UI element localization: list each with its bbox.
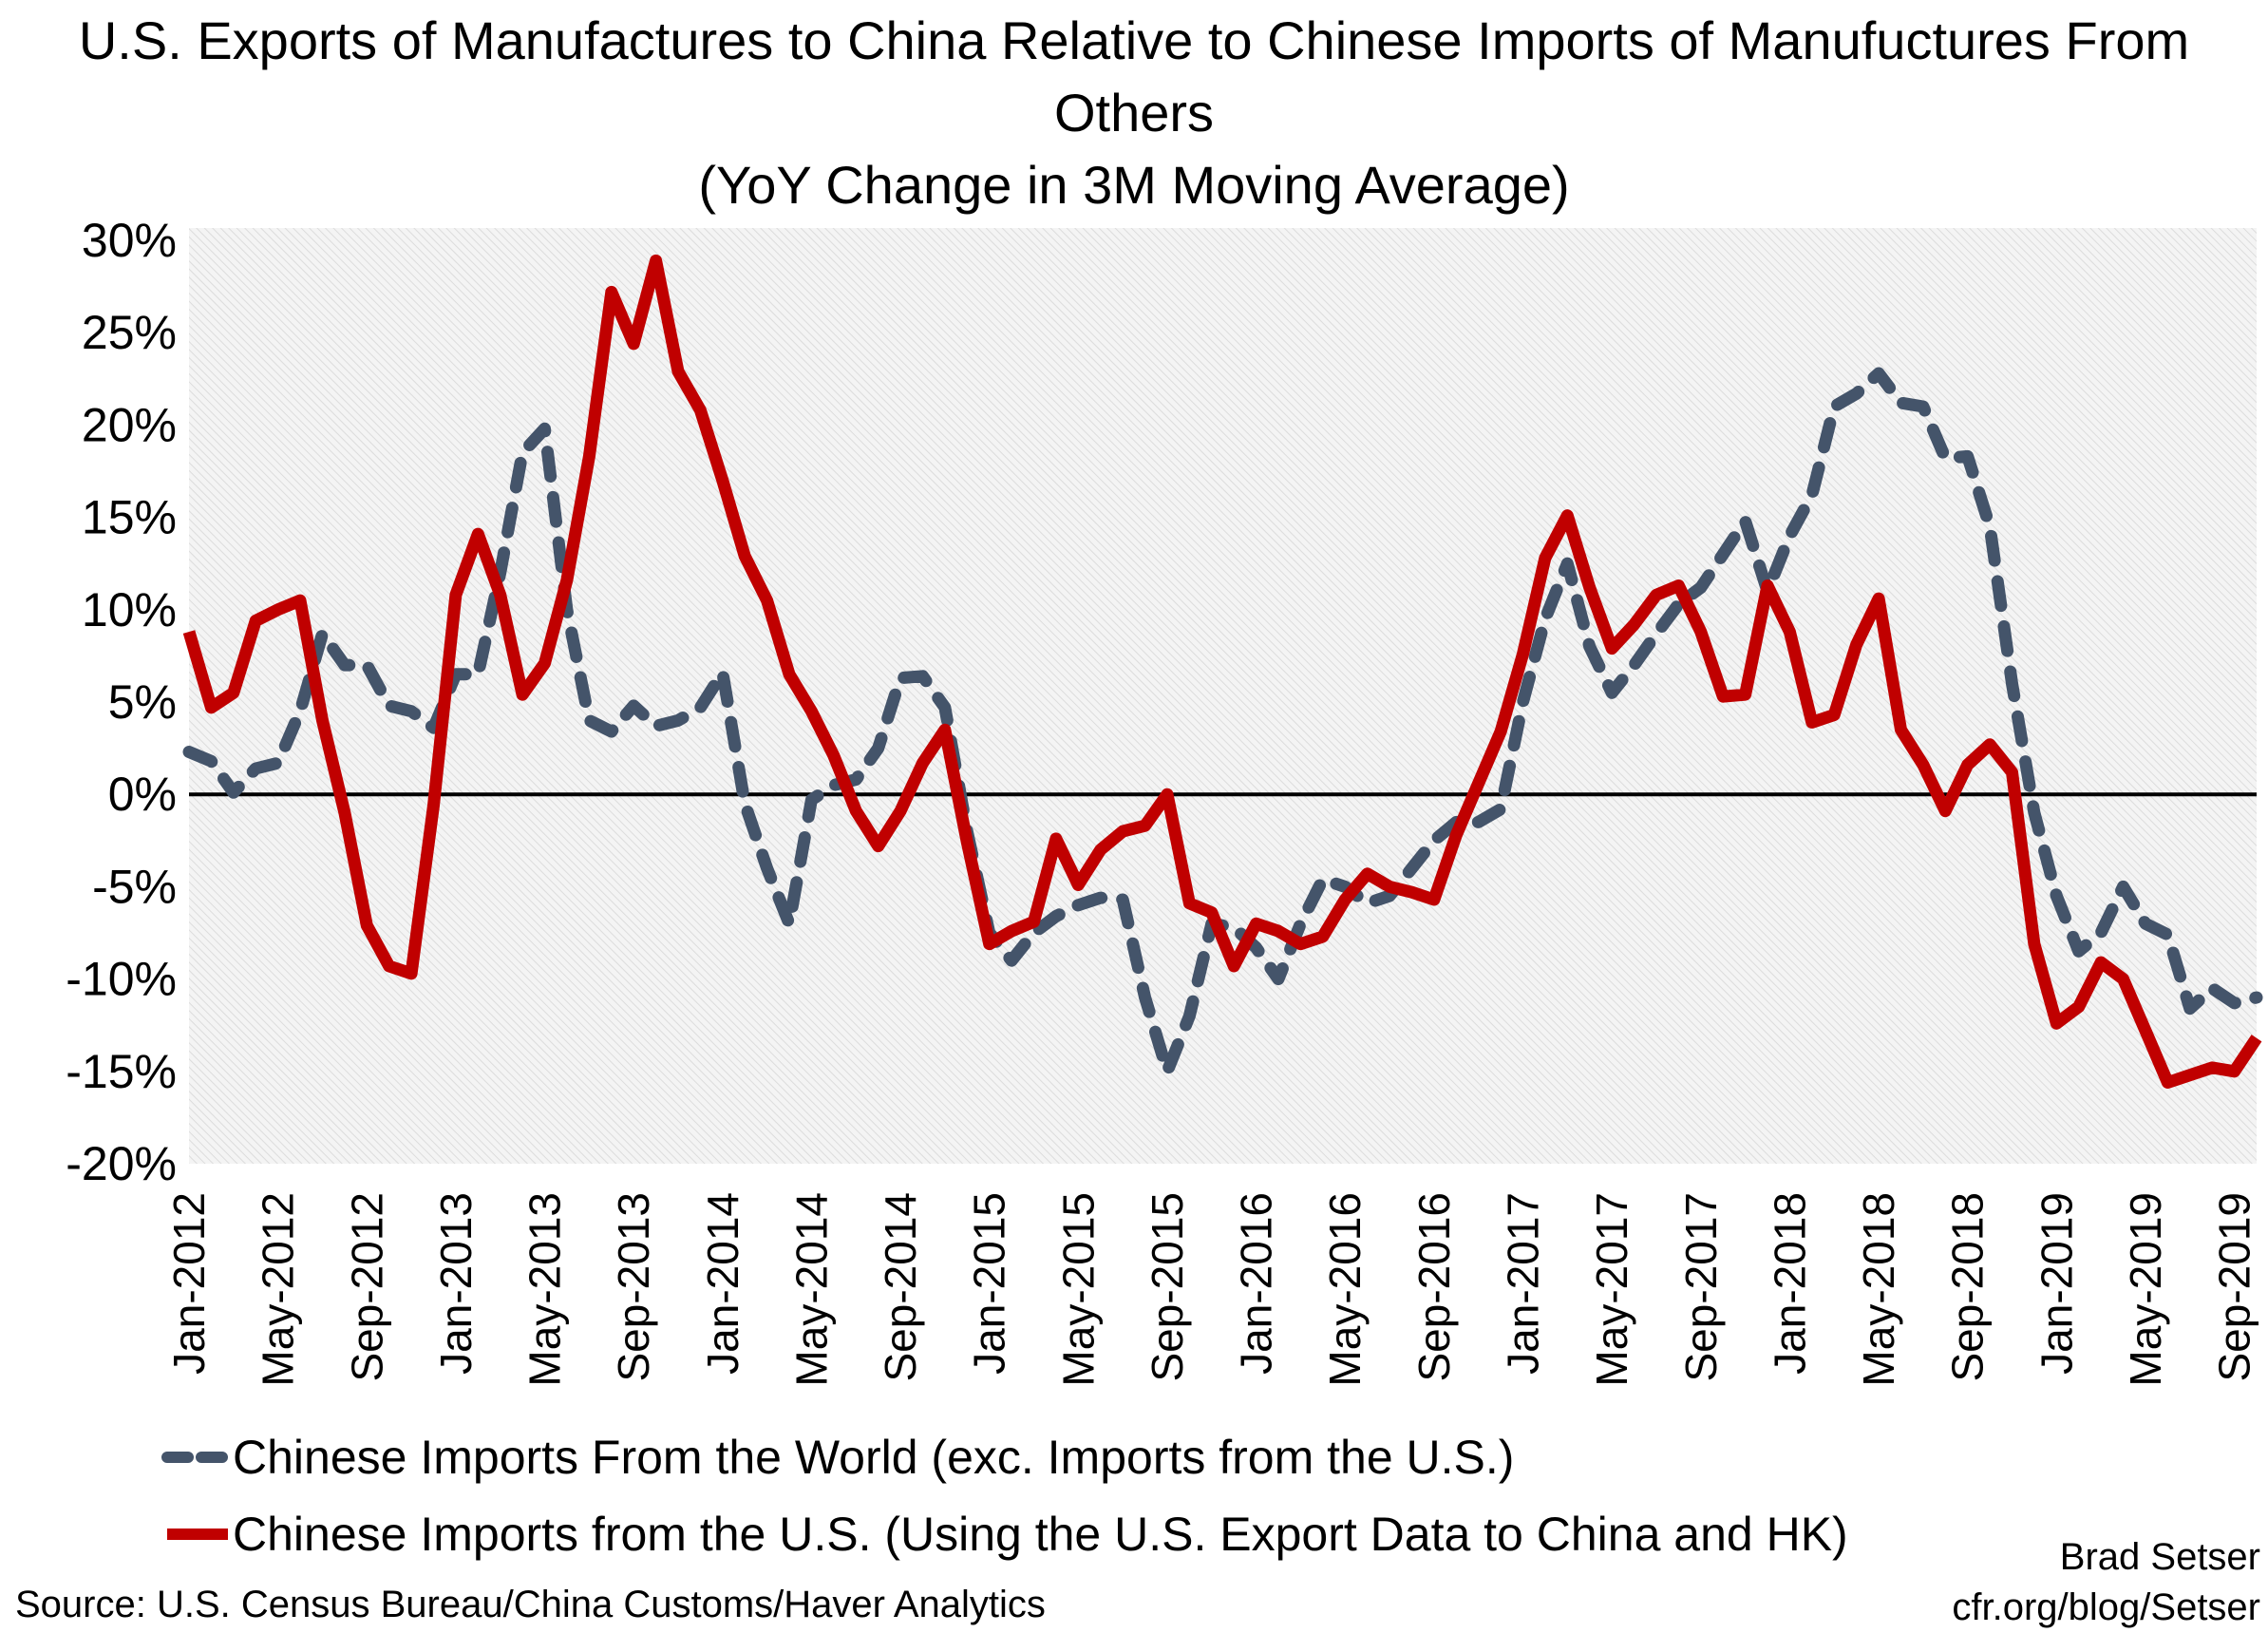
y-tick-label: 0% xyxy=(108,768,177,821)
legend: Chinese Imports From the World (exc. Imp… xyxy=(161,1431,1848,1561)
y-tick-label: 25% xyxy=(82,306,177,359)
x-tick-label: Sep-2015 xyxy=(1143,1192,1192,1382)
plot-area xyxy=(189,228,2257,1164)
author-url: cfr.org/blog/Setser xyxy=(1952,1586,2260,1628)
x-tick-label: May-2012 xyxy=(254,1192,303,1387)
x-tick-label: May-2013 xyxy=(520,1192,570,1387)
series-us-imports xyxy=(182,254,2262,1089)
chart-subtitle: (YoY Change in 3M Moving Average) xyxy=(698,155,1569,215)
legend-label-us: Chinese Imports from the U.S. (Using the… xyxy=(233,1508,1848,1561)
chart-title-line-1: U.S. Exports of Manufactures to China Re… xyxy=(79,10,2189,70)
x-tick-label: May-2018 xyxy=(1854,1192,1903,1387)
x-tick-label: Jan-2018 xyxy=(1765,1192,1814,1375)
x-tick-label: Sep-2012 xyxy=(342,1192,391,1382)
x-tick-label: Sep-2014 xyxy=(876,1192,925,1382)
x-tick-label: May-2015 xyxy=(1053,1192,1103,1387)
series-line xyxy=(182,254,2262,1089)
x-tick-label: Jan-2013 xyxy=(431,1192,481,1375)
chart-title-line-2: Others xyxy=(1054,83,1214,142)
x-tick-label: Sep-2019 xyxy=(2210,1192,2259,1382)
x-tick-label: Sep-2013 xyxy=(609,1192,658,1382)
x-tick-label: Jan-2017 xyxy=(1499,1192,1548,1375)
y-tick-label: 15% xyxy=(82,491,177,544)
y-tick-label: -10% xyxy=(66,953,177,1006)
x-tick-label: Jan-2014 xyxy=(698,1192,747,1375)
y-tick-label: -20% xyxy=(66,1137,177,1190)
y-tick-label: -5% xyxy=(92,860,177,913)
y-tick-label: 5% xyxy=(108,675,177,729)
source-note: Source: U.S. Census Bureau/China Customs… xyxy=(15,1584,1046,1625)
x-tick-label: Jan-2015 xyxy=(965,1192,1014,1375)
x-tick-label: Sep-2018 xyxy=(1943,1192,1993,1382)
x-tick-label: Sep-2017 xyxy=(1676,1192,1726,1382)
x-tick-label: Jan-2019 xyxy=(2032,1192,2081,1375)
x-tick-label: Sep-2016 xyxy=(1409,1192,1459,1382)
x-tick-label: Jan-2012 xyxy=(164,1192,214,1375)
y-tick-label: 20% xyxy=(82,398,177,451)
x-tick-label: May-2019 xyxy=(2121,1192,2170,1387)
x-tick-label: May-2016 xyxy=(1320,1192,1370,1387)
legend-label-world: Chinese Imports From the World (exc. Imp… xyxy=(233,1431,1514,1484)
x-tick-label: May-2014 xyxy=(786,1192,836,1387)
author-credit: Brad Setser xyxy=(2060,1536,2260,1578)
y-tick-label: 10% xyxy=(82,583,177,636)
y-tick-label: 30% xyxy=(82,214,177,267)
y-tick-label: -15% xyxy=(66,1045,177,1098)
x-tick-label: May-2017 xyxy=(1587,1192,1636,1387)
x-tick-label: Jan-2016 xyxy=(1232,1192,1281,1375)
